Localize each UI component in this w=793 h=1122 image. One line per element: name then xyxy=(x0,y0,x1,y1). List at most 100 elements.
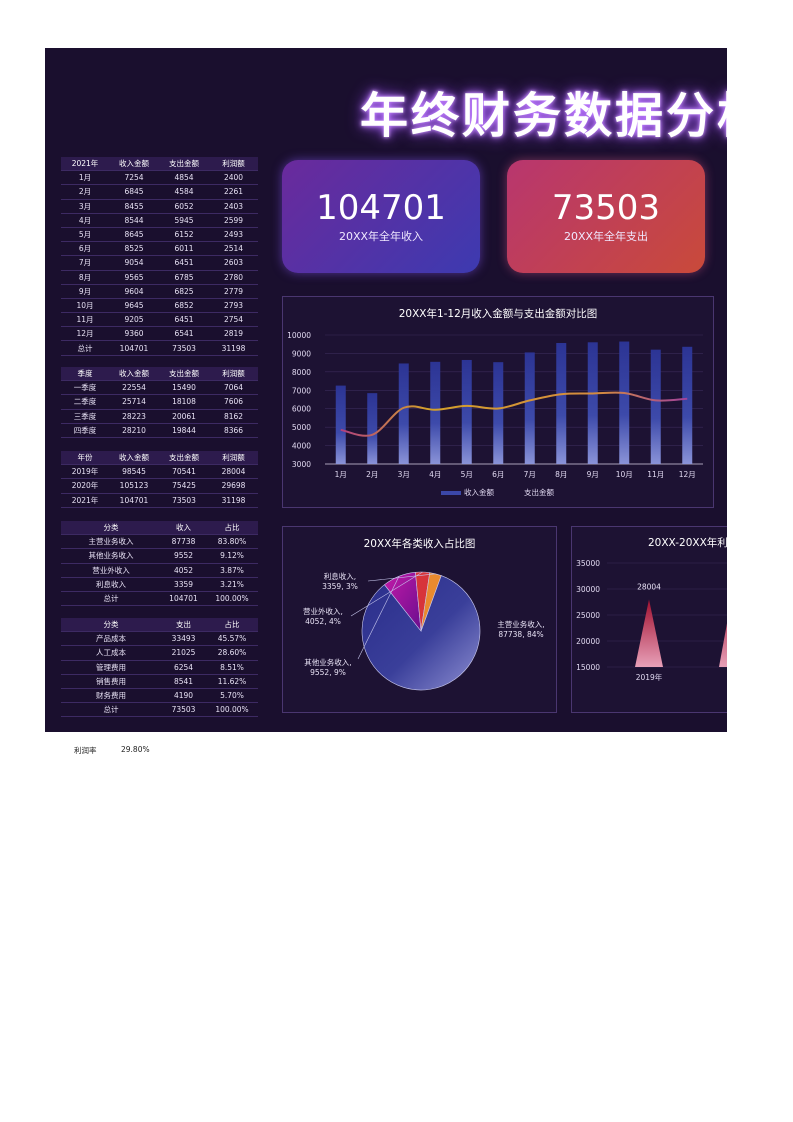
table-cell: 三季度 xyxy=(61,409,109,424)
table-cell: 8162 xyxy=(209,409,258,424)
annual-income-card: 104701 20XX年全年收入 xyxy=(282,160,480,273)
table-cell: 营业外收入 xyxy=(61,563,161,578)
x-tick-label: 5月 xyxy=(461,470,473,479)
income-bar xyxy=(556,343,567,464)
table-cell: 2754 xyxy=(209,312,258,328)
table-cell: 28223 xyxy=(109,409,159,424)
table-cell: 1月 xyxy=(61,170,109,186)
table-cell: 6825 xyxy=(159,284,209,299)
monthly-chart: 3000 4000 5000 6000 7000 8000 9000 10000 1月 2月 3月 4… xyxy=(287,331,703,497)
table-cell: 销售费用 xyxy=(61,674,161,689)
table-cell: 87738 xyxy=(161,534,206,550)
y-tick-label: 7000 xyxy=(292,386,311,395)
y-tick-label: 30000 xyxy=(576,585,600,594)
table-cell: 5月 xyxy=(61,227,109,243)
table-cell: 9360 xyxy=(109,326,159,342)
table-cell: 73503 xyxy=(161,702,206,718)
pie-data-label: 其他业务收入, xyxy=(304,657,351,667)
table-cell: 4584 xyxy=(159,184,209,200)
table-cell: 4月 xyxy=(61,213,109,228)
table-cell: 31198 xyxy=(209,340,258,356)
table-cell: 人工成本 xyxy=(61,645,161,661)
table-row: 四季度 28210 19844 8366 xyxy=(61,423,258,438)
profit-chart-panel: 20XX-20XX年利 15000 20000 25000 30000 35000 280… xyxy=(571,526,727,713)
table-cell: 29698 xyxy=(209,478,258,494)
table-cell: 管理费用 xyxy=(61,660,161,675)
y-tick-label: 8000 xyxy=(292,368,311,377)
table-cell: 6254 xyxy=(161,660,206,675)
table-row: 2月 6845 4584 2261 xyxy=(61,184,258,200)
x-tick-label: 11月 xyxy=(647,470,664,479)
table-cell: 支出 xyxy=(161,618,206,633)
pie-slice xyxy=(420,572,442,632)
pie-slice xyxy=(361,575,481,691)
table-cell: 利润额 xyxy=(209,367,258,382)
table-row: 主营业务收入 87738 83.80% xyxy=(61,534,258,550)
table-row: 9月 9604 6825 2779 xyxy=(61,284,258,299)
x-tick-label: 2月 xyxy=(366,470,378,479)
table-cell: 支出金额 xyxy=(159,367,209,382)
table-cell: 2779 xyxy=(209,284,258,299)
table-header-row: 季度 收入金额 支出金额 利润额 xyxy=(61,367,258,382)
profit-chart: 1500020000250003000035000280042019年2920利… xyxy=(576,559,727,682)
table-header-row: 分类 支出 占比 xyxy=(61,618,258,633)
table-row: 人工成本 21025 28.60% xyxy=(61,645,258,661)
x-tick-label: 9月 xyxy=(587,470,599,479)
table-cell: 分类 xyxy=(61,521,161,536)
table-row: 3月 8455 6052 2403 xyxy=(61,199,258,214)
table-cell: 2019年 xyxy=(61,464,109,480)
table-cell: 四季度 xyxy=(61,423,109,438)
table-row: 利息收入 3359 3.21% xyxy=(61,577,258,592)
table-cell: 2403 xyxy=(209,199,258,214)
table-cell: 8541 xyxy=(161,674,206,689)
table-cell: 8455 xyxy=(109,199,159,214)
table-cell: 总计 xyxy=(61,591,161,607)
table-cell: 年份 xyxy=(61,451,109,466)
table-row: 二季度 25714 18108 7606 xyxy=(61,394,258,410)
table-cell: 10月 xyxy=(61,298,109,314)
table-cell: 12月 xyxy=(61,326,109,342)
table-cell: 2599 xyxy=(209,213,258,228)
x-tick-label: 10月 xyxy=(616,470,633,479)
profit-peak xyxy=(719,623,727,667)
table-cell: 19844 xyxy=(159,423,209,438)
profit-peak xyxy=(635,599,663,667)
profit-rate-label: 利润率 xyxy=(74,746,97,755)
table-cell: 20061 xyxy=(159,409,209,424)
expense-category-table: 分类 支出 占比 产品成本 33493 45.57% 人工成本 21025 28.60% 管理费用… xyxy=(61,618,258,718)
pie-data-value: 9552, 9% xyxy=(310,668,346,677)
table-cell: 利润额 xyxy=(209,451,258,466)
year-table: 年份 收入金额 支出金额 利润额 2019年 98545 70541 28004 2020年 10… xyxy=(61,451,258,508)
x-tick-label: 12月 xyxy=(679,470,696,479)
table-cell: 11月 xyxy=(61,312,109,328)
pie-leader-line xyxy=(367,573,436,582)
table-cell: 2021年 xyxy=(61,157,109,172)
quarter-table: 季度 收入金额 支出金额 利润额 一季度 22554 15490 7064 二季度 25714 18… xyxy=(61,367,258,438)
table-cell: 73503 xyxy=(159,493,209,508)
x-tick-label: 7月 xyxy=(524,470,536,479)
y-tick-label: 10000 xyxy=(287,331,311,340)
y-tick-label: 4000 xyxy=(292,442,311,451)
table-cell: 主营业务收入 xyxy=(61,534,161,550)
table-cell: 收入金额 xyxy=(109,451,159,466)
table-cell: 45.57% xyxy=(206,631,258,647)
income-bar xyxy=(430,361,441,464)
income-bar xyxy=(619,341,630,464)
table-cell: 31198 xyxy=(209,493,258,508)
table-cell: 一季度 xyxy=(61,380,109,396)
profit-data-label: 28004 xyxy=(637,582,661,591)
legend-income-label: 收入金额 xyxy=(464,487,494,497)
table-cell: 2819 xyxy=(209,326,258,342)
table-cell: 总计 xyxy=(61,702,161,718)
table-row: 10月 9645 6852 2793 xyxy=(61,298,258,314)
table-cell: 其他业务收入 xyxy=(61,548,161,564)
table-cell: 6152 xyxy=(159,227,209,243)
table-cell: 9205 xyxy=(109,312,159,328)
table-cell: 5945 xyxy=(159,213,209,228)
income-bar xyxy=(650,349,661,464)
table-cell: 收入 xyxy=(161,521,206,536)
monthly-chart-panel: 20XX年1-12月收入金额与支出金额对比图 3000 4000 5000 6000 7… xyxy=(282,296,714,508)
table-cell: 22554 xyxy=(109,380,159,396)
table-header-row: 2021年 收入金额 支出金额 利润额 xyxy=(61,157,258,172)
income-bar xyxy=(461,359,472,464)
